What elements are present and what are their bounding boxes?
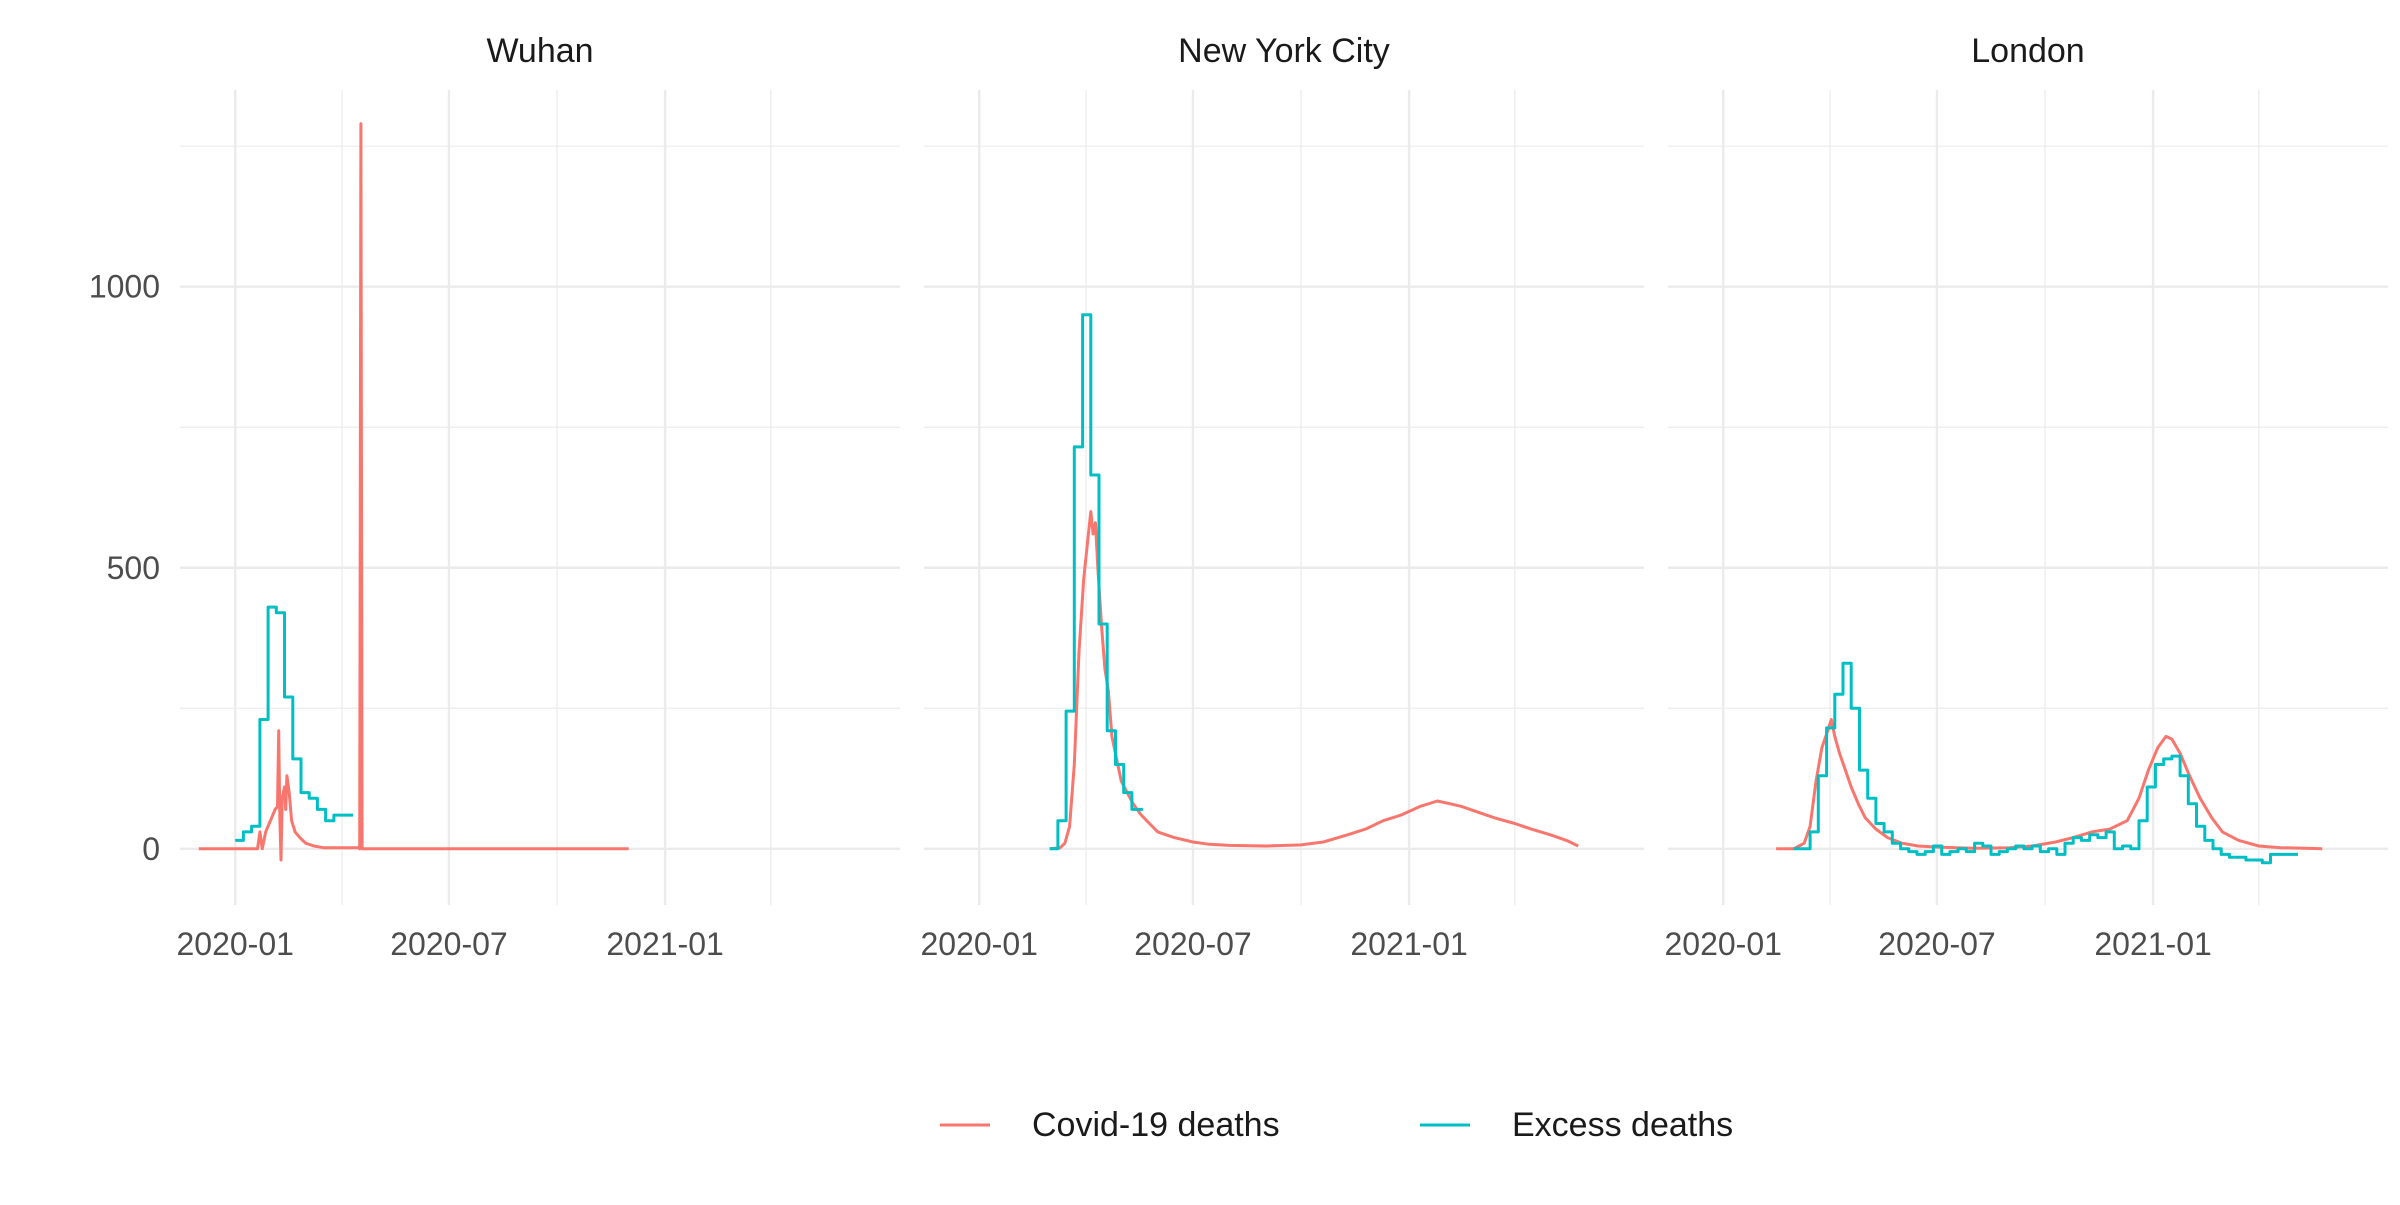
grid bbox=[1668, 90, 2388, 905]
series-line-covid-19-deaths bbox=[1049, 510, 1579, 851]
grid bbox=[924, 90, 1644, 905]
legend: Covid-19 deaths Excess deaths bbox=[940, 1106, 1733, 1144]
grid bbox=[180, 90, 900, 905]
x-tick-label: 2020-07 bbox=[1134, 926, 1251, 962]
panel-title: Wuhan bbox=[486, 32, 593, 70]
x-tick-label: 2020-07 bbox=[390, 926, 507, 962]
panel-wuhan: Wuhan 2020-01 2020-07 2021-01 bbox=[176, 32, 900, 962]
y-tick-label: 1000 bbox=[89, 269, 160, 305]
legend-label: Excess deaths bbox=[1512, 1106, 1733, 1144]
y-tick-label: 500 bbox=[107, 550, 160, 586]
x-tick-label: 2021-01 bbox=[1350, 926, 1467, 962]
legend-label: Covid-19 deaths bbox=[1032, 1106, 1280, 1144]
panel-new-york-city: New York City 2020-01 2020-07 2021-01 bbox=[920, 32, 1644, 962]
panel-london: London 2020-01 2020-07 2021-01 bbox=[1664, 32, 2388, 962]
panel-title: London bbox=[1971, 32, 2084, 70]
series-line-excess-deaths bbox=[235, 605, 354, 842]
y-tick-label: 0 bbox=[142, 831, 160, 867]
series-line-excess-deaths bbox=[1049, 313, 1143, 851]
x-tick-label: 2021-01 bbox=[606, 926, 723, 962]
series-line-excess-deaths bbox=[1793, 661, 2298, 865]
x-tick-label: 2021-01 bbox=[2094, 926, 2211, 962]
x-tick-label: 2020-01 bbox=[1664, 926, 1781, 962]
x-tick-label: 2020-01 bbox=[176, 926, 293, 962]
x-tick-label: 2020-07 bbox=[1878, 926, 1995, 962]
series-line-covid-19-deaths bbox=[198, 122, 629, 862]
panel-title: New York City bbox=[1178, 32, 1390, 70]
x-tick-label: 2020-01 bbox=[920, 926, 1037, 962]
